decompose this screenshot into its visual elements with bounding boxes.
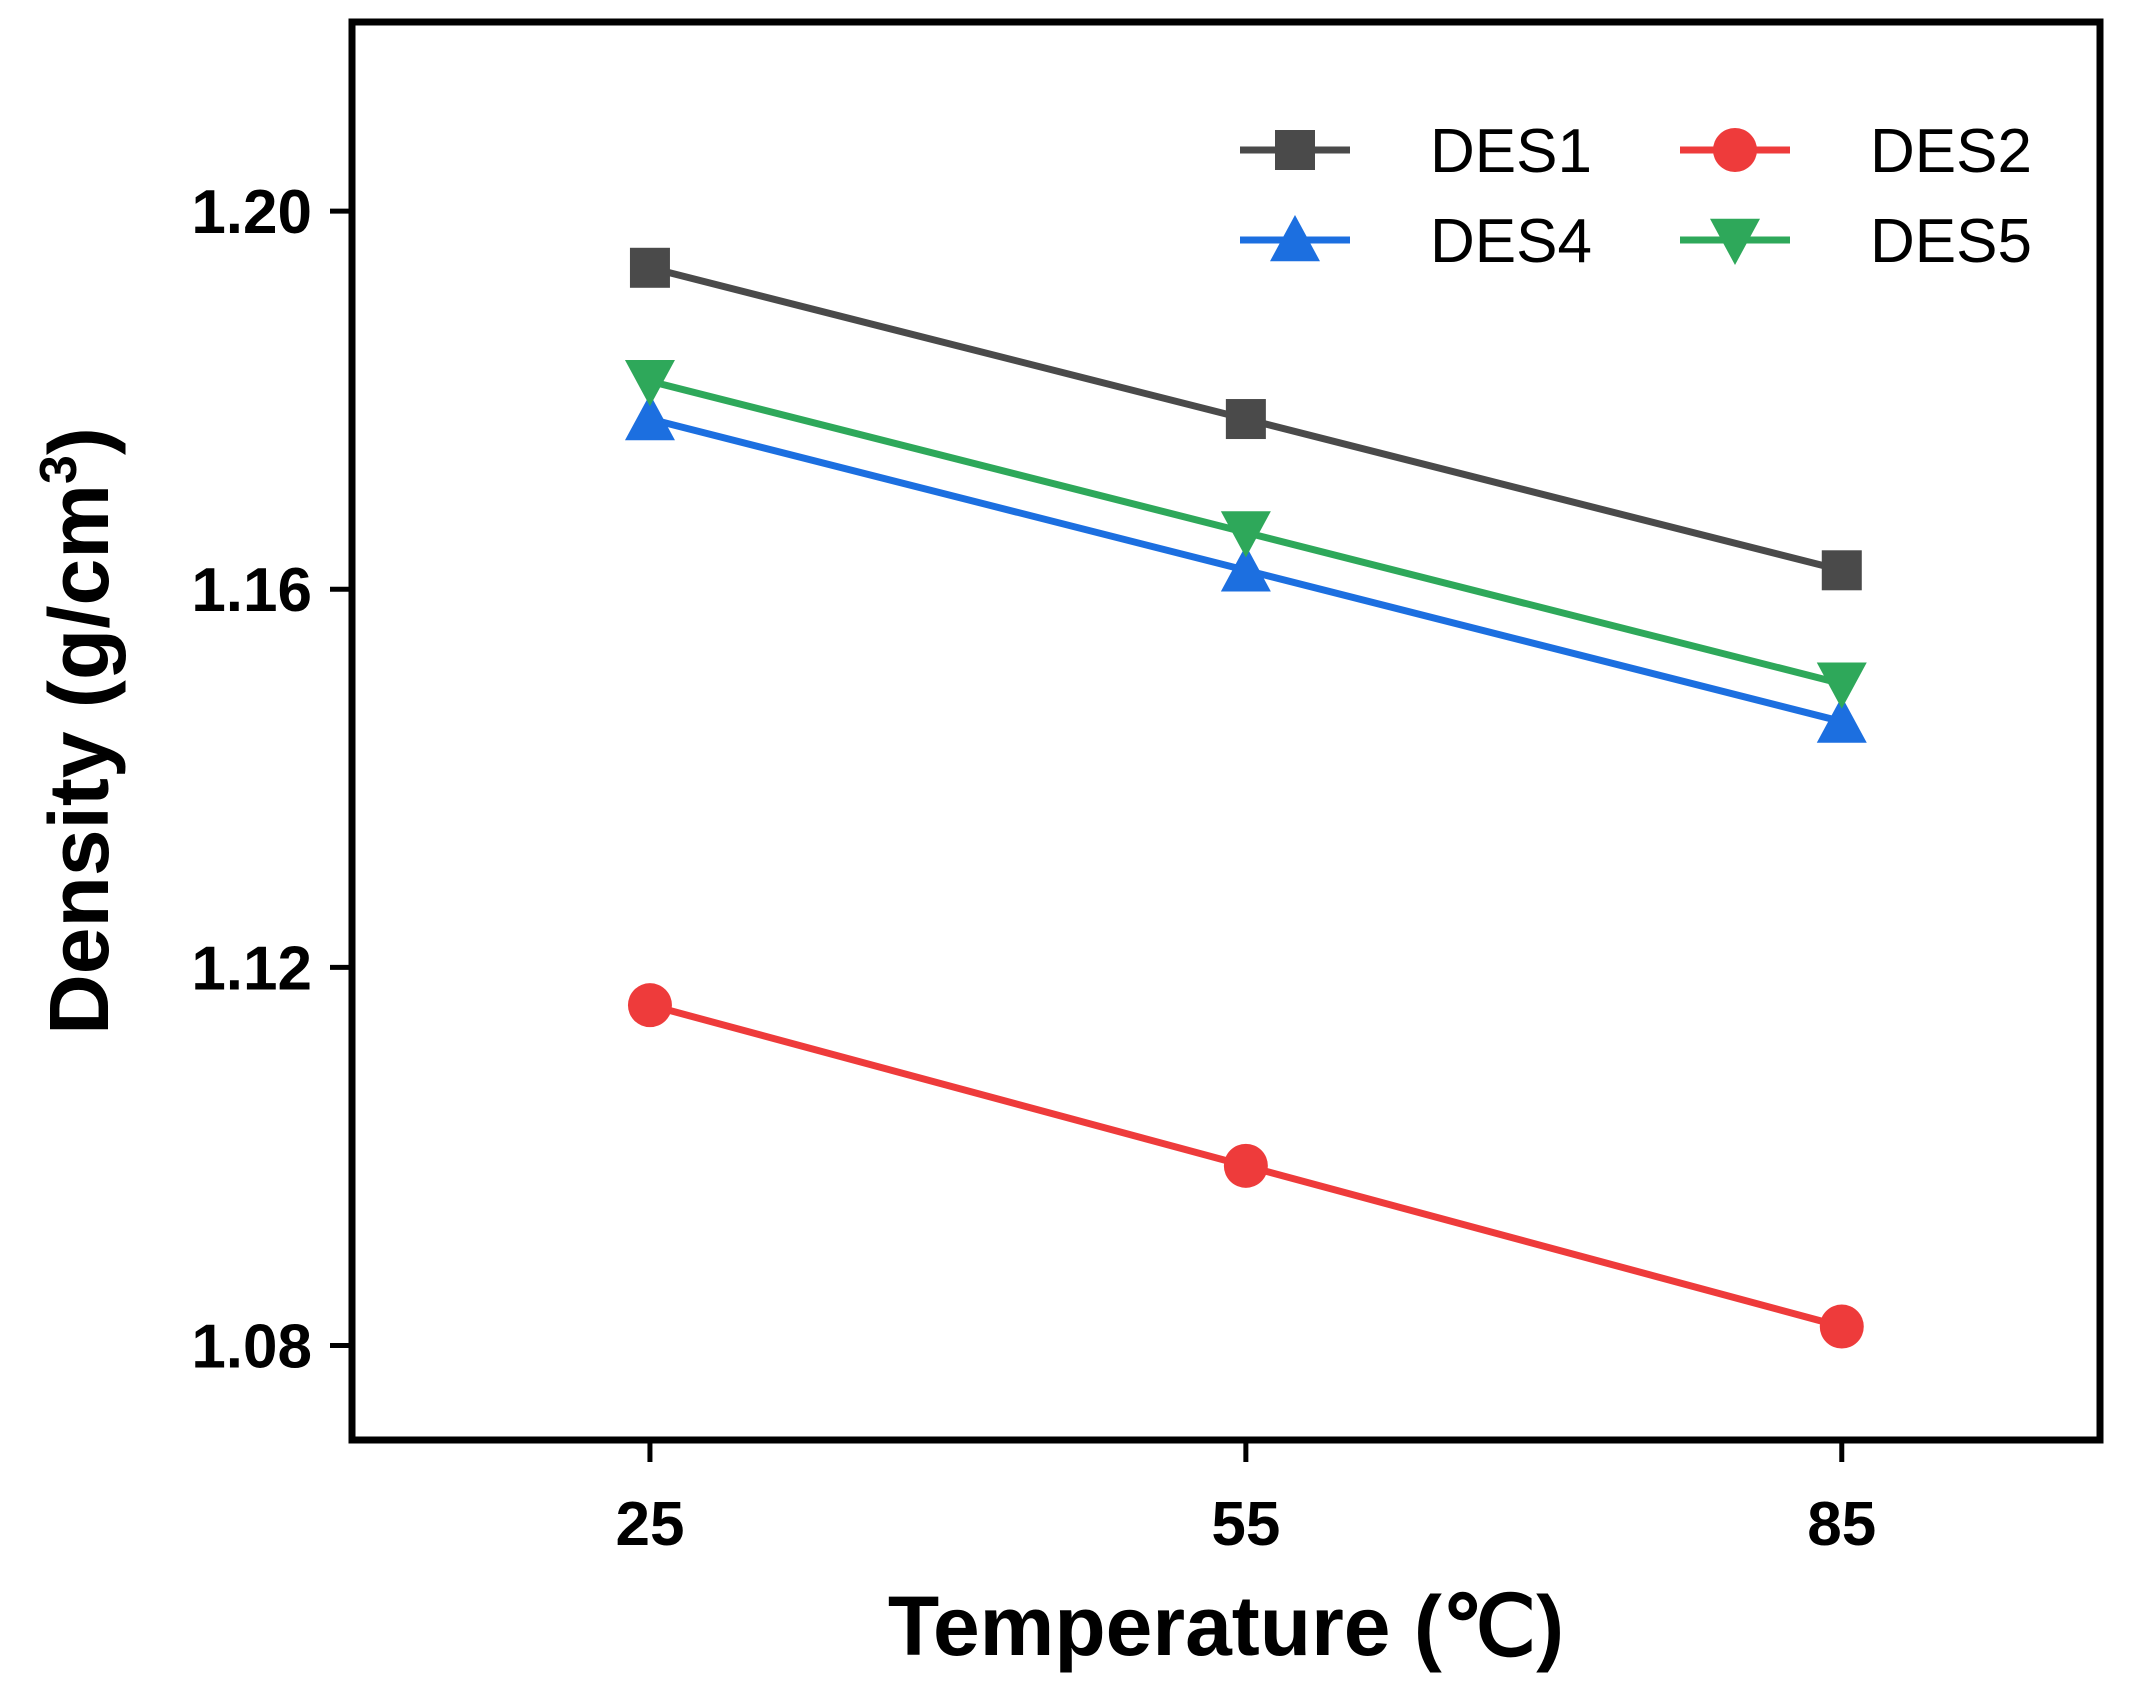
data-point	[1225, 399, 1266, 440]
data-point	[629, 247, 670, 288]
legend: DES1 DES2 DES4 DES5	[1240, 117, 2032, 276]
series-des5	[624, 359, 1867, 709]
data-point	[1821, 550, 1862, 591]
data-point	[627, 983, 672, 1028]
y-axis-title: Density (g/cm3)	[30, 427, 126, 1035]
axes: 1.08 1.12 1.16 1.20 25 55 85	[191, 178, 1876, 1559]
legend-marker	[1713, 128, 1757, 172]
legend-item-des1: DES1	[1240, 117, 1592, 186]
legend-label: DES1	[1430, 117, 1592, 186]
data-point	[1816, 662, 1867, 709]
legend-item-des2: DES2	[1680, 117, 2032, 186]
legend-marker	[1275, 130, 1315, 170]
data-point	[1223, 1143, 1268, 1188]
legend-item-des5: DES5	[1680, 207, 2032, 276]
data-point	[624, 359, 675, 407]
legend-label: DES2	[1870, 117, 2032, 186]
x-tick-label: 85	[1807, 1490, 1876, 1559]
legend-marker	[1710, 218, 1760, 265]
legend-marker	[1270, 215, 1320, 262]
y-tick-label: 1.08	[191, 1312, 312, 1381]
data-point	[1220, 511, 1271, 558]
legend-label: DES5	[1870, 207, 2032, 276]
x-tick-label: 25	[615, 1490, 684, 1559]
plot-frame	[348, 18, 2104, 1444]
y-tick-label: 1.20	[191, 178, 312, 247]
data-point	[1816, 696, 1867, 743]
y-tick-label: 1.16	[191, 556, 312, 625]
series-layer	[624, 247, 1867, 1349]
legend-label: DES4	[1430, 207, 1592, 276]
x-tick-label: 55	[1211, 1490, 1280, 1559]
series-des2	[627, 983, 1864, 1349]
y-tick-label: 1.12	[191, 934, 312, 1003]
series-des1	[629, 247, 1862, 591]
data-point	[1819, 1304, 1864, 1349]
data-point	[624, 394, 675, 441]
y-axis-title-close: )	[32, 427, 126, 455]
data-point	[1220, 545, 1271, 592]
legend-item-des4: DES4	[1240, 207, 1592, 276]
x-axis-title: Temperature (℃)	[888, 1579, 1564, 1673]
series-des4	[624, 394, 1867, 743]
y-axis-title-superscript: 3	[30, 455, 88, 484]
y-axis-title-main: Density (g/cm	[32, 484, 126, 1035]
